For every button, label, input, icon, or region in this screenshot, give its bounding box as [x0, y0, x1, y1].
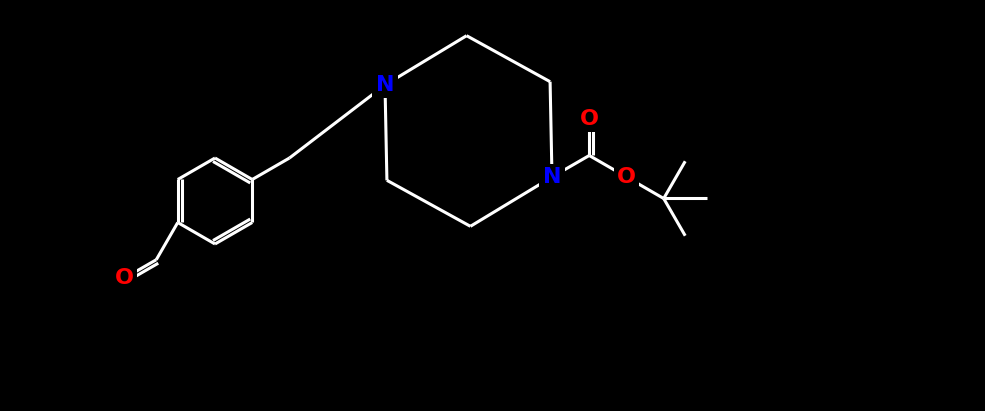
Text: O: O — [617, 167, 636, 187]
Text: N: N — [543, 167, 561, 187]
Text: O: O — [580, 109, 599, 129]
Text: N: N — [375, 75, 394, 95]
Text: O: O — [115, 268, 134, 288]
